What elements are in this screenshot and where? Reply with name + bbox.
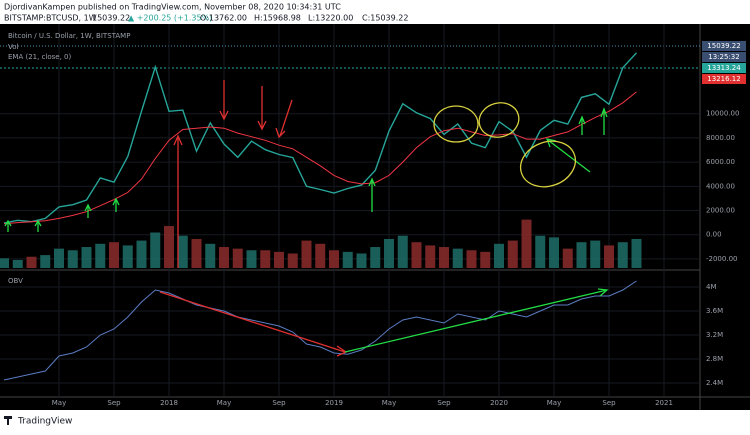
countdown-label: 13:25:32 [708, 53, 739, 61]
last-price-tag [702, 41, 746, 51]
volume-bar [425, 245, 436, 268]
open: O:13762.00 [200, 14, 247, 23]
y-tick-label: 4000.00 [706, 182, 735, 190]
volume-bar [452, 248, 463, 268]
volume-bar [521, 219, 532, 268]
volume-bar [54, 248, 64, 268]
y-tick-label: 2.8M [706, 355, 723, 363]
legend-vol: Vol [8, 43, 19, 51]
logo [4, 416, 12, 425]
plot: -2000.00 0.00 2000.00 4000.00 6000.00 8000.00… [0, 24, 739, 407]
volume-bar [397, 235, 408, 268]
red-label: 13216.12 [707, 75, 740, 83]
volume-bar [411, 242, 422, 268]
last-price-label: 15039.22 [707, 42, 740, 50]
legend-title: Bitcoin / U.S. Dollar, 1W, BITSTAMP [8, 32, 130, 40]
volume-bar [109, 242, 119, 268]
x-tick-label: May [547, 399, 561, 407]
x-tick-label: May [52, 399, 66, 407]
volume-bar [177, 235, 188, 268]
close: C:15039.22 [362, 14, 408, 23]
volume-bar [122, 245, 133, 268]
last: 15039.22 [92, 14, 130, 23]
volume-bar [507, 240, 518, 268]
green-label: 13313.24 [707, 64, 741, 72]
volume-bar [0, 258, 9, 268]
volume-bar [356, 253, 367, 268]
volume-bar [232, 248, 243, 268]
x-tick-label: Sep [602, 399, 616, 407]
volume-bar [301, 240, 312, 268]
y-tick-label: 6000.00 [706, 158, 735, 166]
series-line [3, 91, 637, 225]
volume-bar [466, 250, 477, 268]
volume-bar [150, 232, 161, 268]
volume-bar [562, 248, 573, 268]
series-line [3, 280, 637, 381]
x-tick-label: 2019 [325, 399, 343, 407]
volume-bar [494, 243, 504, 268]
volume-bar [549, 237, 559, 268]
change: ▲ +200.25 (+1.35%) [128, 14, 212, 23]
volume-bar [370, 247, 381, 268]
x-tick-label: May [382, 399, 396, 407]
volume-bar [590, 240, 601, 268]
volume-bar [40, 255, 51, 268]
x-tick-label: Sep [272, 399, 286, 407]
y-tick-label: 10000.00 [706, 110, 739, 118]
legend-ema: EMA (21, close, 0) [8, 53, 71, 61]
x-tick-label: May [217, 399, 231, 407]
volume-bar [617, 242, 628, 268]
volume-bar [26, 256, 37, 268]
x-tick-label: 2021 [655, 399, 673, 407]
chart-bg [0, 24, 750, 410]
x-tick-label: 2020 [490, 399, 508, 407]
high: H:15968.98 [254, 14, 301, 23]
y-tick-label: 3.2M [706, 331, 723, 339]
volume-bar [535, 235, 546, 268]
volume-bar [342, 251, 353, 268]
countdown-tag [702, 52, 746, 62]
volume-bar [384, 238, 394, 268]
volume-bar [205, 243, 216, 268]
y-tick-label: 8000.00 [706, 134, 735, 142]
red-tag [702, 74, 746, 84]
volume-bar [315, 243, 326, 268]
volume-bar [95, 243, 106, 268]
volume-bar [287, 253, 298, 268]
volume-bar [439, 247, 449, 268]
publish-line: DjordivanKampen published on TradingView… [4, 3, 341, 12]
legend-obv: OBV [8, 277, 23, 285]
volume-bar [576, 242, 587, 268]
volume-bar [219, 247, 229, 268]
volume-bar [136, 240, 147, 268]
y-tick-label: 3.6M [706, 307, 723, 315]
volume-bar [260, 250, 271, 268]
volume-bar [631, 238, 642, 268]
y-tick-label: 4M [706, 283, 717, 291]
y-tick-label: 0.00 [706, 231, 722, 239]
volume-bar [274, 251, 284, 268]
y-tick-label: 2.4M [706, 379, 723, 387]
volume-bar [246, 250, 257, 268]
volume-bar [191, 238, 202, 268]
low: L:13220.00 [308, 14, 353, 23]
volume-bar [164, 226, 174, 268]
volume-bar [67, 250, 78, 268]
green-tag [702, 63, 746, 73]
footer-brand: TradingView [17, 417, 72, 427]
symbol: BITSTAMP:BTCUSD, 1W [4, 14, 97, 23]
volume-bar [329, 250, 339, 268]
x-tick-label: Sep [437, 399, 451, 407]
volume-bar [480, 251, 491, 268]
y-tick-label: -2000.00 [706, 255, 737, 263]
volume-bar [81, 247, 92, 268]
volume-bar [12, 259, 23, 268]
y-tick-label: 2000.00 [706, 207, 735, 215]
annotations [4, 80, 609, 357]
volume-bar [604, 245, 614, 268]
x-tick-label: 2018 [160, 399, 178, 407]
x-tick-label: Sep [107, 399, 121, 407]
